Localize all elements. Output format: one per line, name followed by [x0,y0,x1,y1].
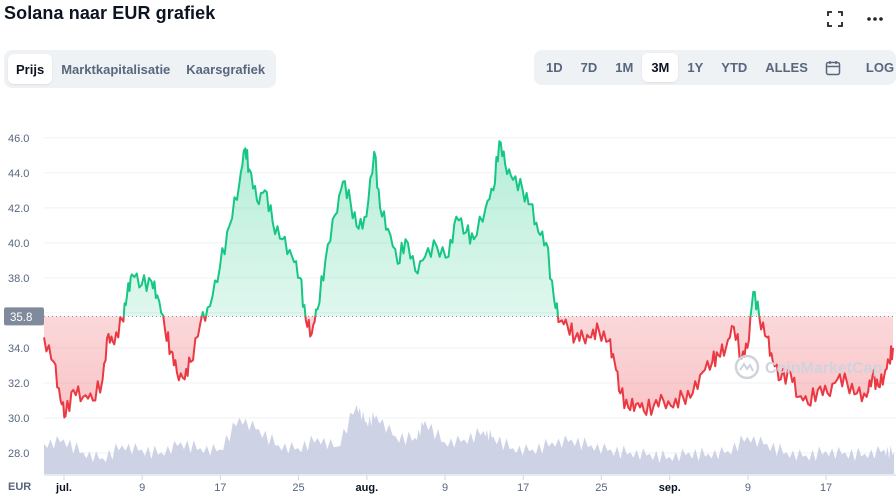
price-line-down [43,316,894,419]
log-scale-button[interactable]: LOG [865,60,895,75]
x-tick-label: 9 [442,482,448,494]
range-3m-button[interactable]: 3M [642,53,679,82]
watermark-logo [734,354,760,380]
x-tick-label: sep. [659,482,681,494]
calendar-icon[interactable] [817,53,849,82]
range-1d-button[interactable]: 1D [546,60,563,75]
y-tick-label: 28.0 [8,448,29,460]
range-1m-button[interactable]: 1M [615,60,634,75]
range-ytd-button[interactable]: YTD [721,60,748,75]
price-area-up [123,141,760,317]
currency-label: EUR [8,481,31,493]
x-tick-label: 17 [820,482,832,494]
range-1y-button[interactable]: 1Y [687,60,704,75]
y-tick-label: 46.0 [8,133,29,145]
y-tick-label: 30.0 [8,413,29,425]
price-line-up [119,140,761,317]
chart-type-tabs: Prijs Marktkapitalisatie Kaarsgrafiek [4,50,277,88]
reference-badge [4,307,44,326]
range-all-button[interactable]: ALLES [765,60,808,75]
y-tick-label: 38.0 [8,273,29,285]
y-tick-label: 40.0 [8,238,29,250]
more-icon[interactable] [864,8,886,30]
x-tick-label: 17 [214,482,226,494]
y-tick-label: 32.0 [8,378,29,390]
volume-area [44,404,894,474]
time-range-selector: 1D 7D 1M 3M 1Y YTD ALLES LOG [534,50,896,85]
x-tick-label: 17 [517,482,529,494]
y-tick-label: 34.0 [8,343,29,355]
reference-label: 35.8 [10,312,32,324]
price-chart[interactable]: 46.044.042.040.038.036.034.032.030.028.0… [0,92,896,499]
x-tick-label: 9 [139,482,145,494]
x-tick-label: jul. [55,482,72,494]
price-area-down [44,316,893,418]
x-tick-label: 25 [292,482,304,494]
tab-marktkapitalisatie[interactable]: Marktkapitalisatie [61,61,171,77]
page-title: Solana naar EUR grafiek [4,3,216,23]
watermark-logo-mark [739,362,754,372]
y-tick-label: 44.0 [8,168,29,180]
x-tick-label: aug. [356,482,379,494]
x-tick-label: 9 [745,482,751,494]
expand-icon[interactable] [824,8,846,30]
watermark-text: CoinMarketCap [765,360,883,377]
x-tick-label: 25 [595,482,607,494]
range-7d-button[interactable]: 7D [580,60,598,75]
y-tick-label: 42.0 [8,203,29,215]
tab-kaarsgrafiek[interactable]: Kaarsgrafiek [186,61,266,77]
tab-prijs[interactable]: Prijs [8,54,53,84]
